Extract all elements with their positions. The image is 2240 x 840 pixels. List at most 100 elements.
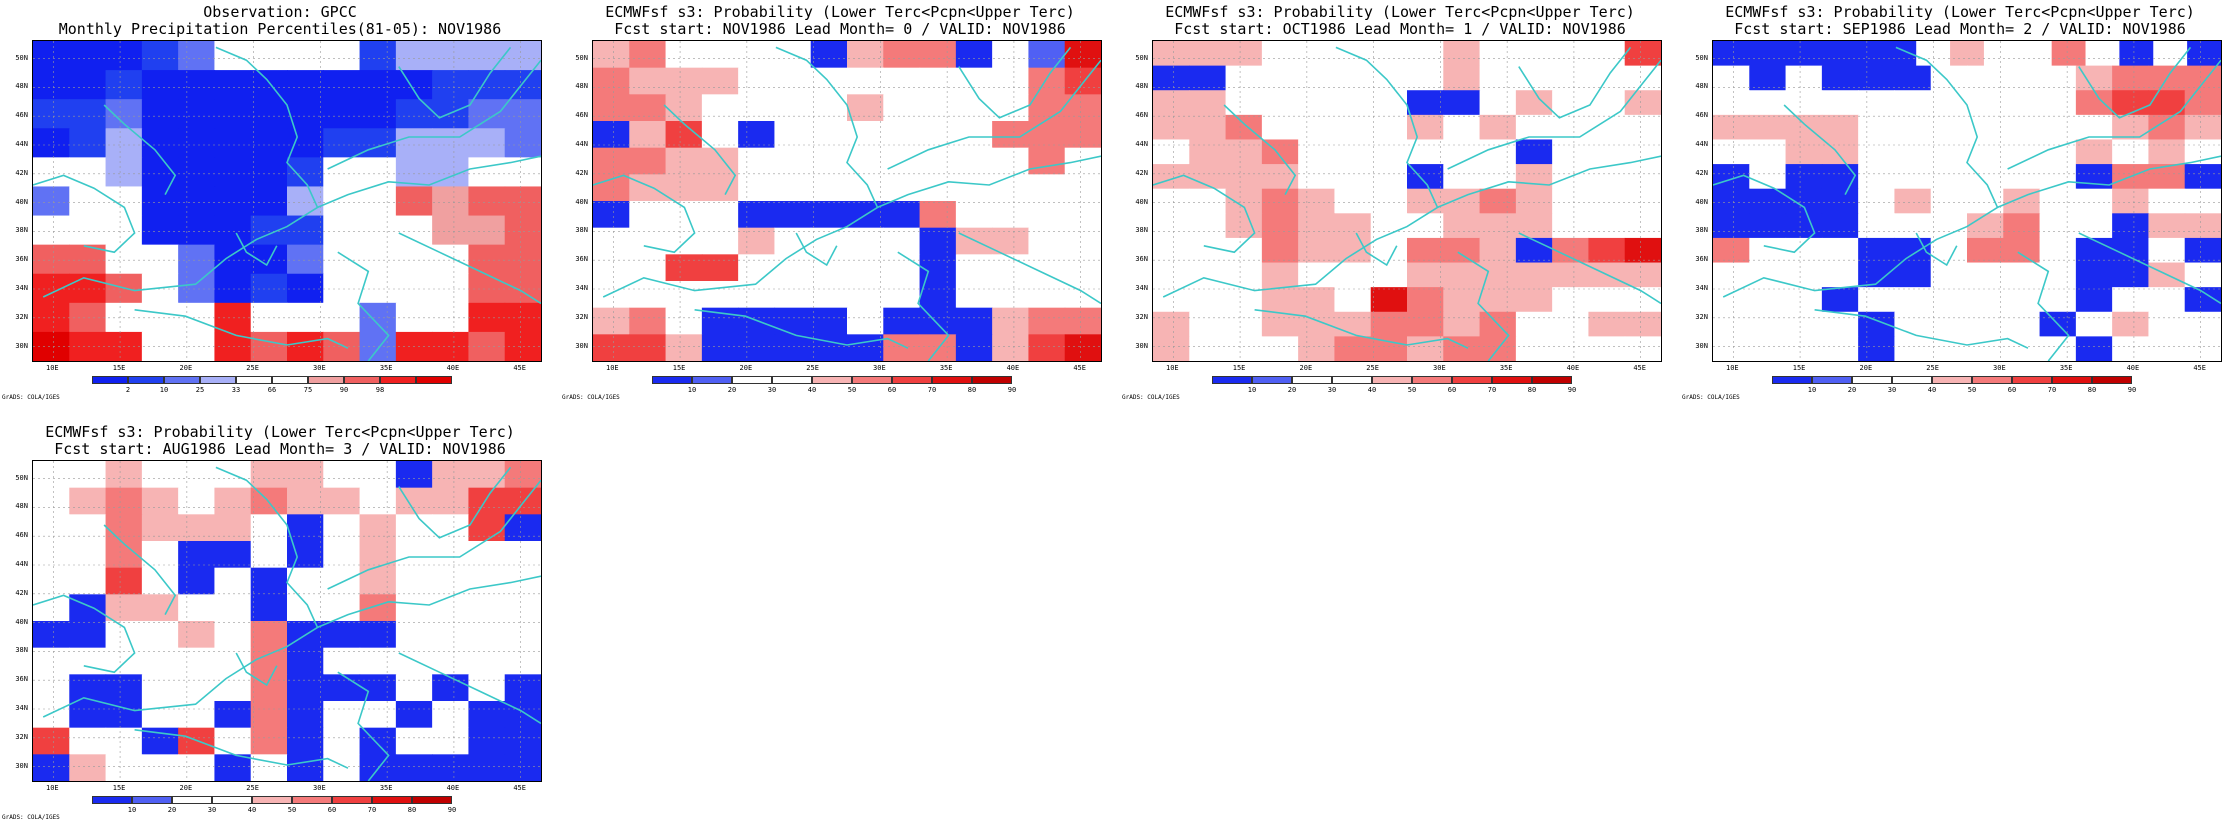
map-area [1152,40,1662,362]
colorbar-label: 20 [167,806,177,814]
colorbar-label: 98 [375,386,385,394]
grid-cell [847,174,884,202]
grid-cell [847,281,884,309]
grid-cell [1261,262,1299,288]
grid-cell [1552,262,1590,288]
grid-cell [1515,41,1553,67]
grid-cell [1225,237,1263,264]
longitude-label: 15E [1792,364,1806,372]
grid-cell [1821,188,1859,214]
grid-cell [287,727,324,755]
grid-cell [1749,213,1787,239]
coastline [877,155,1101,209]
colorbar-label: 60 [1447,386,1457,394]
grid-cell [69,302,107,333]
grid-cell [214,754,252,781]
grid-cell [2017,41,2053,67]
grid-cell [1624,237,1661,264]
grid-cell [1858,164,1896,190]
grid-cell [1261,41,1299,67]
grid-cell [1064,307,1101,335]
grid-cell [955,334,993,361]
grid-cell [33,541,70,569]
latitude-label: 34N [15,704,28,712]
colorbar-swatch [1372,376,1412,384]
grid-cell [629,227,667,255]
grid-cell [287,215,324,246]
grid-cell [701,67,739,95]
grid-cell [2075,114,2113,141]
grid-cell [1298,213,1336,239]
coastline [33,594,136,674]
latitude-label: 42N [15,168,28,177]
grid-cell [1225,114,1263,141]
latitude-label: 36N [575,255,588,264]
colorbar-swatch [272,376,308,384]
longitude-label: 15E [112,364,126,372]
latitude-label: 40N [15,617,28,626]
grid-cell [1785,139,1823,165]
grid-cell [1552,90,1590,116]
grid-cell [323,647,361,675]
grid-cell [1967,65,2004,91]
grid-cell [629,94,667,122]
grid-cell [468,215,506,246]
grid-cell [1552,213,1590,239]
colorbar-swatch [852,376,892,384]
grid-cell [1028,67,1066,95]
colorbar-swatch [1452,376,1492,384]
grid-cell [69,41,107,71]
grid-cell [178,541,216,569]
latitude-label: 46N [1695,111,1708,120]
latitude-label: 42N [1135,168,1148,177]
grid-cell [504,647,541,675]
grid-cell [1552,336,1590,361]
grid-cell [287,567,324,595]
grid-cell [141,244,179,275]
grid-cell [847,67,884,95]
grid-cell [1225,139,1263,165]
coastline [1355,232,1398,267]
grid-cell [178,754,216,781]
grid-cell [883,41,921,69]
grid-cell [141,621,179,649]
coastline [1518,46,1632,119]
grid-cell [2039,262,2077,288]
grid-cell [2184,90,2221,116]
coastline [134,729,349,769]
grid-cell [359,567,397,595]
grid-cell [1370,188,1408,214]
grid-cell [1894,114,1932,141]
grid-cell [847,334,884,361]
latitude-label: 50N [575,53,588,62]
grid-cell [738,121,776,149]
grid-cell [395,128,433,158]
grid-cell [1930,139,1968,165]
grid-cell [1225,213,1263,239]
grid-cell [992,67,1030,95]
grid-cell [774,174,812,202]
grid-cell [738,201,776,229]
grid-cell [33,647,70,675]
grid-cell [141,186,179,217]
grid-cell [33,701,70,729]
grid-cell [1153,139,1190,165]
grid-cell [1443,213,1481,239]
grid-cell [359,70,397,100]
grid-cell [2112,90,2150,116]
grid-cell [1515,139,1553,165]
colorbar-swatch [1332,376,1372,384]
grid-cell [323,514,361,542]
colorbar-swatch [1532,376,1572,384]
grid-cell [1713,311,1750,337]
grid-cell [1588,237,1626,264]
grid-cell [1261,213,1299,239]
grid-cell [468,128,506,158]
grid-cell [287,594,324,622]
longitude-label: 45E [1633,364,1646,372]
coastline [958,232,1101,305]
grid-cell [69,541,107,569]
grid-cell [1821,287,1859,313]
grid-cell [178,186,216,217]
grid-cell [2003,213,2041,239]
